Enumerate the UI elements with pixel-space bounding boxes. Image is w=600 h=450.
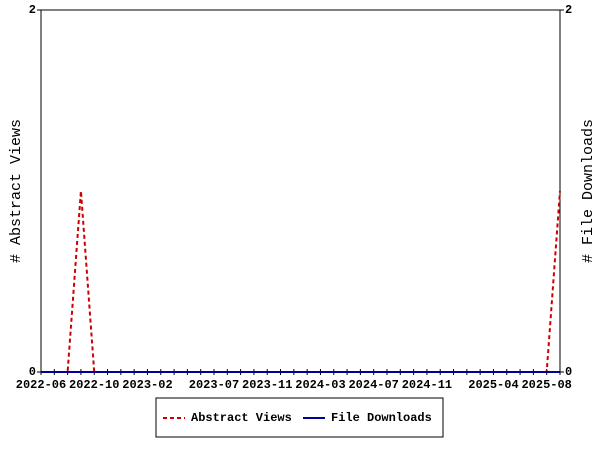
legend-label: File Downloads <box>331 411 432 425</box>
x-tick-label: 2025-04 <box>468 378 518 392</box>
x-tick-label: 2024-03 <box>295 378 345 392</box>
x-tick-label: 2025-08 <box>521 378 571 392</box>
legend-label: Abstract Views <box>191 411 292 425</box>
y2-axis-label: # File Downloads <box>580 119 597 263</box>
y-tick-label: 2 <box>29 3 36 17</box>
x-tick-label: 2022-10 <box>69 378 119 392</box>
x-tick-label: 2023-02 <box>122 378 172 392</box>
plot-area <box>40 9 561 373</box>
x-tick-label: 2023-07 <box>189 378 239 392</box>
y2-tick-label: 2 <box>565 3 572 17</box>
x-tick-label: 2024-07 <box>348 378 398 392</box>
x-tick-label: 2022-06 <box>16 378 66 392</box>
y-tick-label: 0 <box>29 365 36 379</box>
legend-box <box>155 397 444 438</box>
x-tick-label: 2023-11 <box>242 378 292 392</box>
y-axis-label: # Abstract Views <box>8 119 25 263</box>
y2-tick-label: 0 <box>565 365 572 379</box>
x-tick-label: 2024-11 <box>402 378 452 392</box>
